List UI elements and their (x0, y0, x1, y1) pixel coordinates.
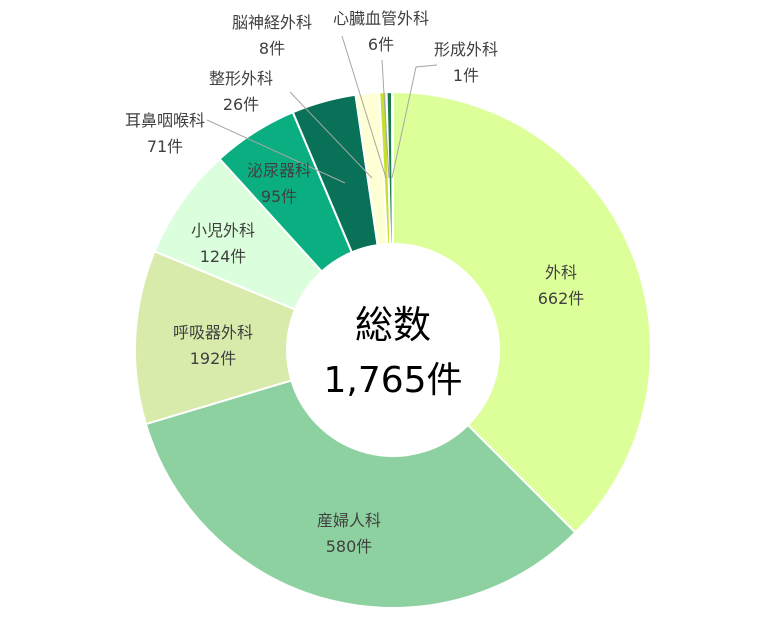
slice-label-value: 124件 (200, 247, 247, 266)
slice-label-name: 脳神経外科 (232, 13, 312, 32)
slice-label-value: 71件 (147, 137, 183, 156)
slice-10 (391, 90, 394, 246)
slice-label-value: 580件 (326, 537, 373, 556)
slice-2 (144, 379, 577, 609)
center-title: 総数 (355, 303, 431, 347)
slice-label-name: 耳鼻咽喉科 (125, 111, 205, 130)
slice-label-name: 整形外科 (209, 69, 273, 88)
slice-label-name: 泌尿器科 (247, 161, 311, 180)
slice-label-value: 662件 (538, 289, 585, 308)
slice-label-value: 192件 (190, 349, 237, 368)
slice-label-name: 心臓血管外科 (333, 9, 429, 28)
leader-line-10 (391, 64, 438, 179)
slice-label-value: 1件 (453, 66, 479, 85)
center-hole (287, 244, 499, 456)
leader-lines-group (206, 35, 438, 184)
slice-label-value: 95件 (261, 187, 297, 206)
slice-label-name: 形成外科 (434, 40, 498, 59)
leader-line-7 (289, 91, 373, 179)
slice-label-value: 26件 (223, 95, 259, 114)
slice-label-name: 小児外科 (191, 221, 255, 240)
slice-label-name: 産婦人科 (317, 511, 381, 530)
slice-label-value: 8件 (259, 39, 285, 58)
center-total: 1,765件 (323, 360, 462, 401)
leader-line-9 (381, 59, 390, 179)
leader-line-8 (341, 35, 387, 179)
leader-line-6 (206, 119, 346, 184)
slice-label-name: 呼吸器外科 (173, 323, 253, 342)
slice-label-value: 6件 (368, 35, 394, 54)
slice-label-name: 外科 (545, 263, 577, 282)
